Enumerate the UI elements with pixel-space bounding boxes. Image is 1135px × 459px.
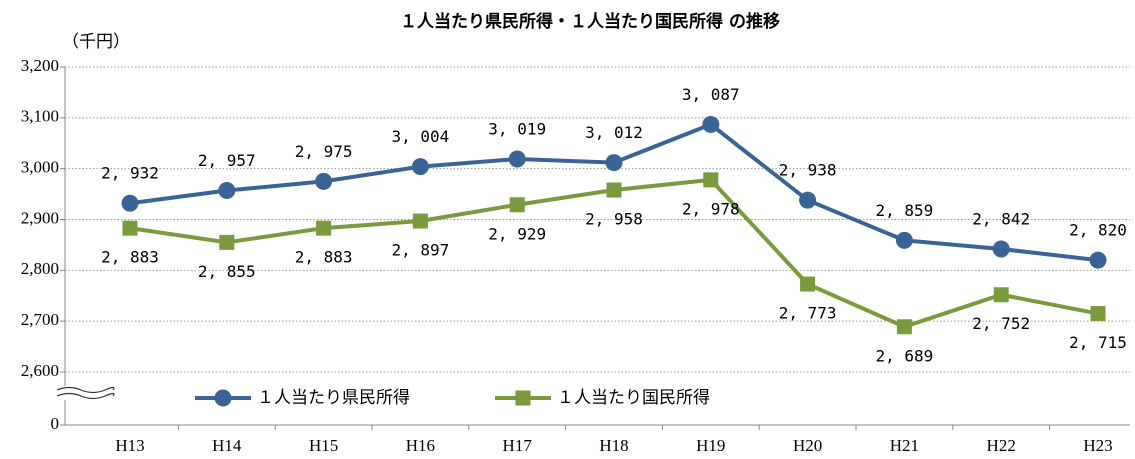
- value-label: 2, 958: [585, 210, 643, 229]
- marker: [605, 154, 623, 172]
- marker: [992, 240, 1010, 258]
- x-tick-label: H21: [890, 436, 919, 455]
- x-tick-label: H23: [1083, 436, 1112, 455]
- marker: [896, 319, 912, 335]
- legend-marker: [515, 390, 531, 406]
- x-tick-label: H20: [793, 436, 822, 455]
- value-label: 2, 842: [972, 209, 1030, 228]
- marker: [316, 220, 332, 236]
- value-label: 2, 883: [101, 248, 159, 267]
- value-label: 2, 897: [392, 241, 450, 260]
- value-label: 2, 938: [779, 161, 837, 180]
- marker: [993, 287, 1009, 303]
- y-tick-label: 2,700: [21, 310, 59, 329]
- legend-label: １人当たり国民所得: [557, 388, 710, 408]
- y-tick-label: 2,600: [21, 361, 59, 380]
- legend-label: １人当たり県民所得: [257, 388, 410, 408]
- legend-marker: [214, 389, 232, 407]
- x-tick-label: H16: [406, 436, 435, 455]
- y-tick-label: 3,100: [21, 107, 59, 126]
- chart-title: １人当たり県民所得・１人当たり国民所得 の推移: [400, 11, 780, 32]
- y-tick-label: 0: [51, 414, 60, 433]
- x-tick-label: H14: [212, 436, 242, 455]
- marker: [122, 220, 138, 236]
- marker: [509, 197, 525, 213]
- break-wave: [56, 392, 115, 400]
- value-label: 2, 957: [198, 151, 256, 170]
- marker: [702, 115, 720, 133]
- y-axis-label: （千円）: [62, 32, 130, 52]
- marker: [1090, 306, 1106, 322]
- marker: [703, 172, 719, 188]
- series-line: [129, 177, 1099, 329]
- marker: [799, 191, 817, 209]
- value-label: 2, 883: [295, 248, 353, 267]
- value-label: 3, 019: [488, 120, 546, 139]
- marker: [218, 182, 236, 200]
- marker: [219, 234, 235, 250]
- value-label: 2, 689: [876, 346, 934, 365]
- x-tick-label: H15: [309, 436, 338, 455]
- value-label: 2, 929: [488, 224, 546, 243]
- value-label: 3, 087: [682, 85, 740, 104]
- value-label: 2, 975: [295, 142, 353, 161]
- marker: [121, 194, 139, 212]
- y-tick-label: 2,900: [21, 208, 59, 227]
- value-label: 2, 978: [682, 199, 740, 218]
- value-label: 3, 004: [392, 127, 450, 146]
- value-label: 2, 820: [1069, 221, 1127, 240]
- marker: [411, 158, 429, 176]
- value-label: 2, 932: [101, 164, 159, 183]
- marker: [800, 276, 816, 292]
- marker: [1089, 251, 1107, 269]
- break-wave: [56, 386, 115, 394]
- marker: [606, 182, 622, 198]
- value-label: 2, 752: [972, 314, 1030, 333]
- value-label: 2, 859: [876, 201, 934, 220]
- y-tick-label: 3,200: [21, 56, 59, 75]
- value-label: 3, 012: [585, 123, 643, 142]
- marker: [412, 213, 428, 229]
- break-mask: [55, 386, 115, 400]
- marker: [315, 172, 333, 190]
- y-tick-label: 3,000: [21, 158, 59, 177]
- marker: [895, 231, 913, 249]
- x-tick-label: H17: [503, 436, 533, 455]
- value-label: 2, 855: [198, 262, 256, 281]
- marker: [508, 150, 526, 168]
- x-tick-label: H19: [696, 436, 725, 455]
- y-tick-label: 2,800: [21, 259, 59, 278]
- value-label: 2, 715: [1069, 333, 1127, 352]
- x-tick-label: H13: [115, 436, 144, 455]
- value-label: 2, 773: [779, 304, 837, 323]
- x-tick-label: H18: [599, 436, 628, 455]
- axis-break: [55, 386, 115, 400]
- x-tick-label: H22: [987, 436, 1016, 455]
